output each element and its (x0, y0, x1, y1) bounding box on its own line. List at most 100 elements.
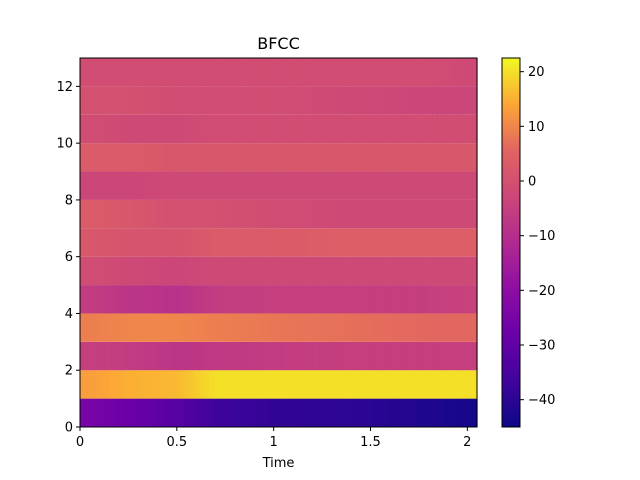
heatmap-cell (104, 370, 111, 399)
heatmap-cell (134, 143, 141, 172)
heatmap-cell (377, 341, 384, 371)
y-tick-label: 10 (56, 137, 73, 152)
heatmap-cell (467, 256, 473, 286)
heatmap-cell (452, 398, 458, 427)
heatmap-cell (293, 228, 299, 257)
heatmap-cell (199, 114, 205, 144)
heatmap-cell (347, 285, 354, 314)
heatmap-cell (452, 341, 458, 371)
heatmap-cell (347, 86, 354, 115)
heatmap-cell (308, 199, 314, 229)
heatmap-cell (293, 86, 299, 115)
heatmap-cell (298, 370, 304, 399)
heatmap-cell (104, 285, 111, 314)
heatmap-cell (139, 313, 146, 342)
heatmap-cell (223, 313, 230, 342)
heatmap-cell (278, 143, 285, 172)
heatmap-cell (109, 143, 116, 172)
colorbar-frame (501, 57, 521, 428)
heatmap-cell (213, 398, 220, 427)
heatmap-cell (357, 370, 364, 399)
heatmap-cell (328, 341, 334, 371)
heatmap-cell (213, 370, 220, 399)
heatmap-cell (472, 285, 478, 314)
heatmap-cell (209, 370, 215, 399)
heatmap-cell (422, 370, 428, 399)
heatmap-cell (159, 171, 165, 200)
heatmap-cell (263, 114, 270, 144)
heatmap-cell (432, 285, 438, 314)
heatmap-cell (134, 58, 141, 87)
heatmap-cell (452, 171, 458, 200)
heatmap-cell (288, 313, 294, 342)
heatmap-cell (278, 370, 285, 399)
heatmap-cell (298, 86, 304, 115)
heatmap-cell (199, 199, 205, 229)
heatmap-cell (377, 228, 384, 257)
heatmap-cell (263, 58, 270, 87)
heatmap-cell (273, 58, 280, 87)
heatmap-cell (313, 228, 319, 257)
heatmap-cell (213, 58, 220, 87)
heatmap-cell (204, 256, 210, 286)
heatmap-cell (199, 58, 205, 87)
heatmap-cell (357, 58, 364, 87)
heatmap-cell (308, 171, 314, 200)
heatmap-cell (134, 114, 141, 144)
heatmap-cell (258, 341, 265, 371)
heatmap-cell (99, 114, 106, 144)
heatmap-cell (209, 58, 215, 87)
heatmap-cell (89, 313, 96, 342)
heatmap-cell (253, 228, 260, 257)
heatmap-cell (199, 313, 205, 342)
heatmap-cell (119, 143, 126, 172)
heatmap-cell (204, 199, 210, 229)
heatmap-cell (199, 256, 205, 286)
heatmap-cell (253, 171, 260, 200)
colorbar-tick-label: −30 (528, 339, 555, 354)
heatmap-cell (189, 398, 195, 427)
heatmap-cell (278, 114, 285, 144)
heatmap-cell (347, 171, 354, 200)
heatmap-cell (273, 143, 280, 172)
heatmap-cell (223, 256, 230, 286)
heatmap-cell (154, 58, 160, 87)
heatmap-cell (109, 228, 116, 257)
heatmap-cell (457, 199, 463, 229)
heatmap-cell (89, 114, 96, 144)
heatmap-cell (253, 58, 260, 87)
heatmap-cell (278, 199, 285, 229)
heatmap-cell (338, 228, 344, 257)
y-tick-label: 8 (65, 193, 73, 208)
heatmap-cell (159, 114, 165, 144)
heatmap-cell (184, 313, 190, 342)
heatmap-cell (303, 86, 309, 115)
heatmap-cell (109, 86, 116, 115)
heatmap-cell (174, 313, 180, 342)
heatmap-cell (268, 143, 275, 172)
heatmap-cell (362, 199, 369, 229)
heatmap-cell (233, 313, 240, 342)
heatmap-cell (462, 171, 468, 200)
heatmap-cell (422, 114, 428, 144)
heatmap-cell (452, 313, 458, 342)
heatmap-cell (228, 58, 235, 87)
heatmap-cell (109, 58, 116, 87)
y-tick-label: 4 (65, 307, 73, 322)
heatmap-cell (452, 228, 458, 257)
heatmap-cell (238, 313, 245, 342)
heatmap-cell (382, 143, 389, 172)
heatmap-cell (427, 199, 433, 229)
heatmap-cell (243, 143, 250, 172)
heatmap-cell (328, 256, 334, 286)
heatmap-cell (308, 58, 314, 87)
heatmap-cell (362, 398, 369, 427)
heatmap-cell (174, 228, 180, 257)
heatmap-cell (238, 171, 245, 200)
heatmap-cell (407, 114, 414, 144)
heatmap-cell (233, 285, 240, 314)
heatmap-cell (442, 171, 448, 200)
heatmap-cell (303, 341, 309, 371)
heatmap-cell (109, 256, 116, 286)
